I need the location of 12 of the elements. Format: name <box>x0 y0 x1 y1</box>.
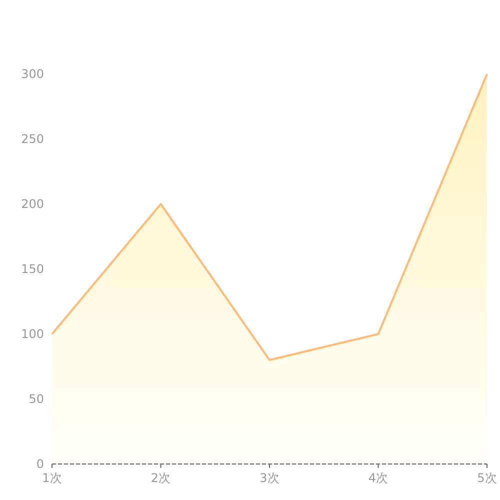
y-tick-label: 250 <box>21 132 44 146</box>
y-tick-label: 100 <box>21 327 44 341</box>
y-tick-label: 300 <box>21 67 44 81</box>
y-tick-label: 150 <box>21 262 44 276</box>
y-tick-label: 50 <box>28 392 44 406</box>
x-tick-label: 5次 <box>477 471 497 485</box>
x-tick-label: 3次 <box>260 471 280 485</box>
y-tick-label: 0 <box>36 457 44 471</box>
x-tick-label: 1次 <box>42 471 62 485</box>
x-tick-label: 2次 <box>150 471 171 485</box>
y-tick-label: 200 <box>21 197 44 211</box>
x-tick-label: 4次 <box>368 471 388 485</box>
